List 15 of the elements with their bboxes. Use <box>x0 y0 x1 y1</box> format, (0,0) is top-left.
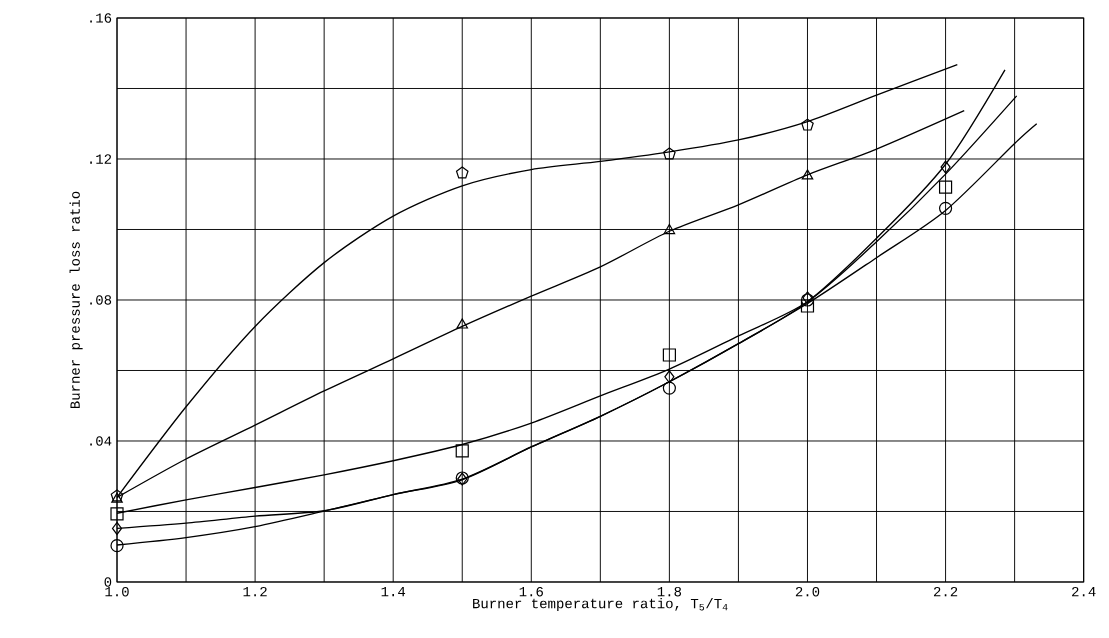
y-tick-label: 0 <box>104 577 112 587</box>
y-tick-label: .12 <box>90 154 112 164</box>
x-tick-label: 1.6 <box>519 586 543 597</box>
x-axis-title: Burner temperature ratio, T$_{5}$/T$_{4}$ <box>473 598 728 612</box>
x-tick-label: 1.4 <box>381 586 406 597</box>
x-tick-label: 2.2 <box>933 586 958 597</box>
x-tick-label: 2.4 <box>1072 586 1096 597</box>
x-tick-label: 1.8 <box>657 586 682 597</box>
x-tick-label: 1.0 <box>105 586 129 597</box>
y-tick-label: .08 <box>90 295 112 305</box>
x-tick-label: 1.2 <box>243 586 267 597</box>
y-tick-label: .16 <box>90 13 112 23</box>
y-tick-label: .04 <box>90 436 112 446</box>
x-tick-label: 2.0 <box>795 586 820 597</box>
y-axis-title: Burner pressure loss ratio <box>69 191 83 409</box>
